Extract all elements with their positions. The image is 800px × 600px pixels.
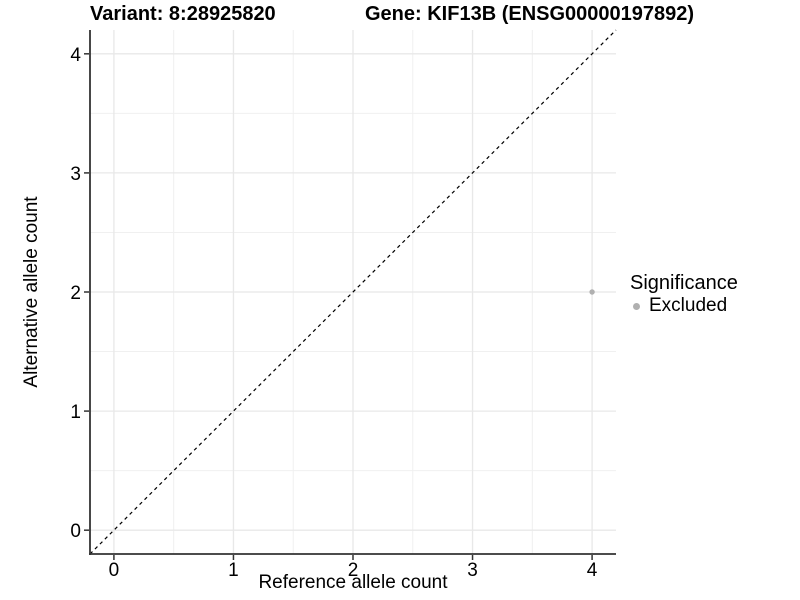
legend-title: Significance xyxy=(630,272,738,294)
x-tick-label: 4 xyxy=(587,560,598,581)
x-tick-label: 0 xyxy=(109,560,120,581)
y-tick-label: 3 xyxy=(70,164,81,185)
x-tick-label: 2 xyxy=(348,560,359,581)
y-tick-label: 2 xyxy=(70,283,81,304)
y-tick-label: 1 xyxy=(70,402,81,423)
gene-title: Gene: KIF13B (ENSG00000197892) xyxy=(365,3,695,25)
x-tick-label: 3 xyxy=(467,560,478,581)
data-point xyxy=(589,289,595,295)
y-tick-label: 4 xyxy=(70,45,81,66)
variant-title: Variant: 8:28925820 xyxy=(90,3,276,25)
legend-key-dot xyxy=(633,302,640,310)
legend-key xyxy=(633,302,648,310)
x-tick-label: 1 xyxy=(228,560,239,581)
x-axis-title: Reference allele count xyxy=(258,572,448,593)
legend: Significance Excluded xyxy=(630,271,738,317)
legend-item-label: Excluded xyxy=(649,295,728,316)
y-tick-label: 0 xyxy=(70,521,81,542)
identity-line xyxy=(89,29,617,555)
y-axis-title: Alternative allele count xyxy=(21,196,42,388)
legend-item-excluded: Excluded xyxy=(630,295,738,317)
